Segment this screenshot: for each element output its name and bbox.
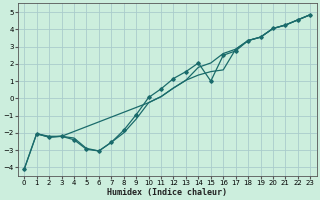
X-axis label: Humidex (Indice chaleur): Humidex (Indice chaleur) — [107, 188, 227, 197]
